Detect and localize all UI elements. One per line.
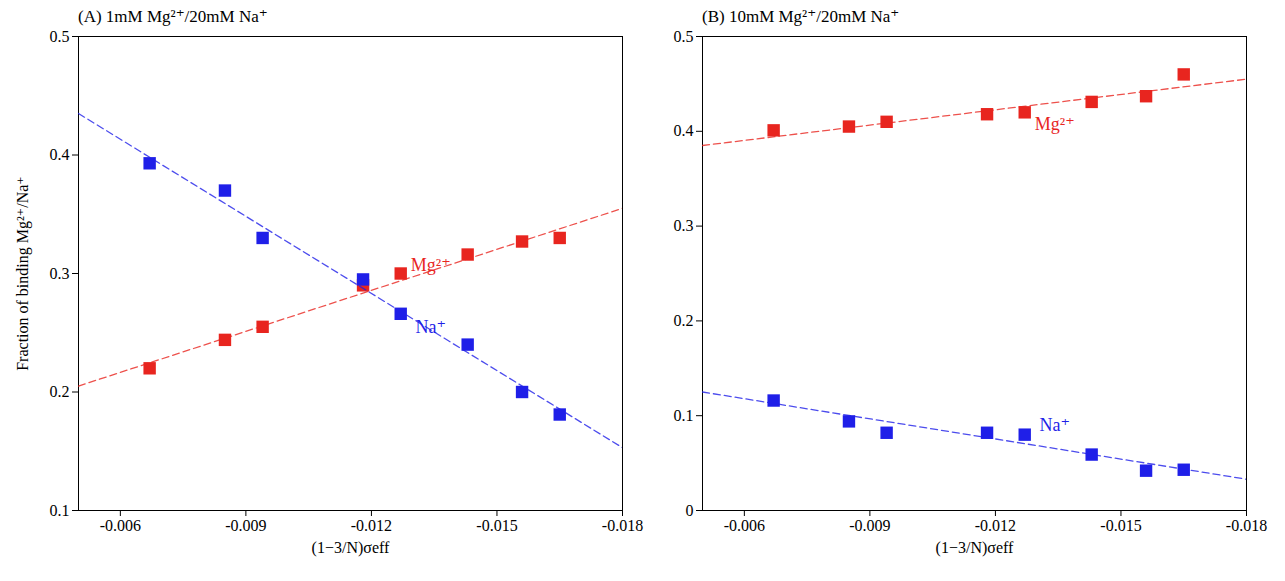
svg-text:0.2: 0.2 [674,312,694,329]
svg-text:-0.012: -0.012 [351,517,392,534]
svg-text:(1−3/N)σeff: (1−3/N)σeff [312,539,390,557]
svg-text:-0.018: -0.018 [602,517,643,534]
html-text:(B) 10mM Mg²⁺/20mM Na⁺: (B) 10mM Mg²⁺/20mM Na⁺ [702,7,900,26]
svg-text:-0.009: -0.009 [849,517,890,534]
svg-text:0.1: 0.1 [674,407,694,424]
svg-text:-0.012: -0.012 [975,517,1016,534]
svg-text:-0.015: -0.015 [1100,517,1141,534]
svg-text:-0.006: -0.006 [100,517,141,534]
svg-text:0.3: 0.3 [674,217,694,234]
svg-text:0: 0 [686,502,694,519]
svg-text:0.1: 0.1 [50,502,70,519]
svg-text:0.4: 0.4 [674,122,694,139]
svg-text:-0.015: -0.015 [476,517,517,534]
svg-text:Fraction of binding Mg²⁺/Na⁺: Fraction of binding Mg²⁺/Na⁺ [14,176,32,371]
svg-text:-0.009: -0.009 [225,517,266,534]
svg-text:0.4: 0.4 [50,146,70,163]
svg-text:Mg²⁺: Mg²⁺ [411,255,451,275]
svg-text:-0.018: -0.018 [1226,517,1267,534]
svg-text:Na⁺: Na⁺ [415,317,446,337]
svg-text:0.3: 0.3 [50,265,70,282]
svg-text:0.5: 0.5 [50,28,70,45]
svg-text:(1−3/N)σeff: (1−3/N)σeff [936,539,1014,557]
svg-text:0.2: 0.2 [50,383,70,400]
svg-text:Mg²⁺: Mg²⁺ [1035,114,1075,134]
svg-text:Na⁺: Na⁺ [1039,415,1070,435]
svg-text:-0.006: -0.006 [724,517,765,534]
html-text:(A) 1mM Mg²⁺/20mM Na⁺: (A) 1mM Mg²⁺/20mM Na⁺ [78,7,268,26]
svg-text:0.5: 0.5 [674,28,694,45]
